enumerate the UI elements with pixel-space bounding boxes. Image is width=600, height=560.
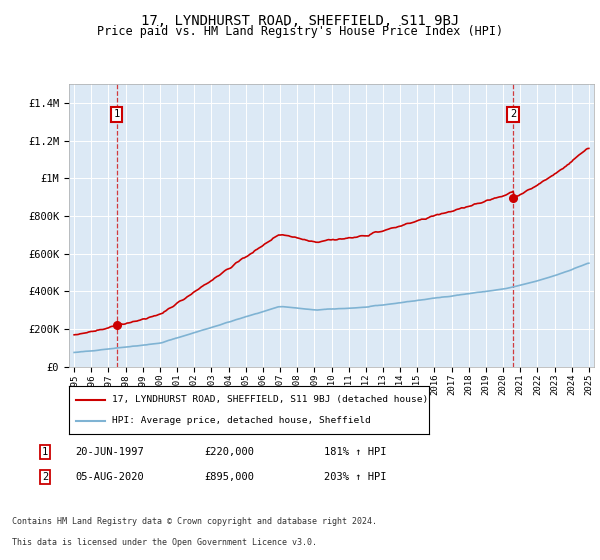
Text: Contains HM Land Registry data © Crown copyright and database right 2024.: Contains HM Land Registry data © Crown c… bbox=[12, 517, 377, 526]
Text: This data is licensed under the Open Government Licence v3.0.: This data is licensed under the Open Gov… bbox=[12, 538, 317, 547]
Text: 05-AUG-2020: 05-AUG-2020 bbox=[75, 472, 144, 482]
Text: £895,000: £895,000 bbox=[204, 472, 254, 482]
Text: 17, LYNDHURST ROAD, SHEFFIELD, S11 9BJ (detached house): 17, LYNDHURST ROAD, SHEFFIELD, S11 9BJ (… bbox=[112, 395, 428, 404]
Text: 181% ↑ HPI: 181% ↑ HPI bbox=[324, 447, 386, 457]
Text: £220,000: £220,000 bbox=[204, 447, 254, 457]
Text: 203% ↑ HPI: 203% ↑ HPI bbox=[324, 472, 386, 482]
Text: 20-JUN-1997: 20-JUN-1997 bbox=[75, 447, 144, 457]
Text: 1: 1 bbox=[42, 447, 48, 457]
Text: 2: 2 bbox=[42, 472, 48, 482]
Text: 1: 1 bbox=[113, 109, 119, 119]
Text: 17, LYNDHURST ROAD, SHEFFIELD, S11 9BJ: 17, LYNDHURST ROAD, SHEFFIELD, S11 9BJ bbox=[141, 14, 459, 28]
Text: Price paid vs. HM Land Registry's House Price Index (HPI): Price paid vs. HM Land Registry's House … bbox=[97, 25, 503, 38]
Text: HPI: Average price, detached house, Sheffield: HPI: Average price, detached house, Shef… bbox=[112, 416, 371, 425]
Text: 2: 2 bbox=[510, 109, 517, 119]
